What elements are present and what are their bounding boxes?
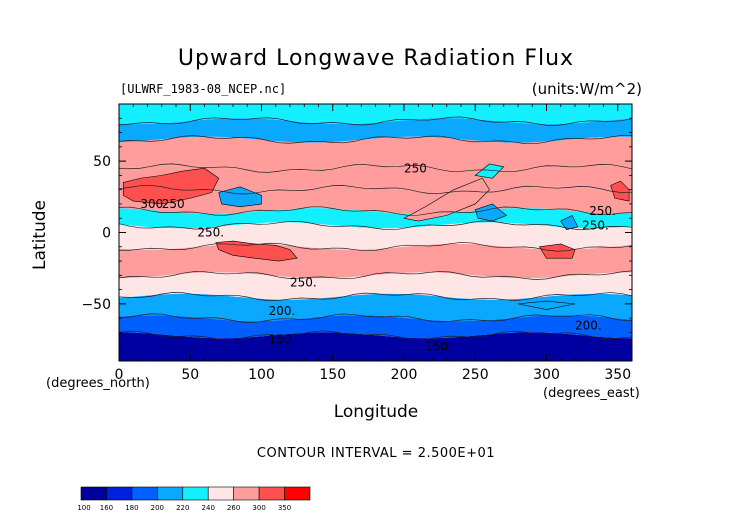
heatmap-band <box>119 136 632 172</box>
colorbar-swatch <box>131 486 158 501</box>
colorbar-tick-label: 260 <box>227 504 240 512</box>
colorbar-swatch <box>106 486 133 501</box>
y-tick-label: 50 <box>93 154 111 170</box>
colorbar-tick-label: 240 <box>202 504 215 512</box>
heatmap-band <box>119 315 632 339</box>
y-tick-label: 0 <box>102 226 111 242</box>
contour-line <box>118 116 633 126</box>
colorbar-tick-label: 180 <box>125 504 138 512</box>
contour-line <box>118 270 633 280</box>
contour-label: 150 <box>269 333 292 347</box>
contour-label: 250 <box>162 197 185 211</box>
x-tick-label: 100 <box>248 367 275 383</box>
file-label: [ULWRF_1983-08_NCEP.nc] <box>120 82 287 96</box>
colorbar-swatch <box>284 486 311 501</box>
contour-line <box>118 135 633 145</box>
contour-label: 250. <box>582 218 609 232</box>
heatmap-region <box>610 180 630 202</box>
contour-label: 250. <box>197 226 224 240</box>
contour-line <box>118 220 633 231</box>
heatmap-region <box>403 177 490 222</box>
heatmap-band <box>119 272 632 300</box>
colorbar-tick-label: 220 <box>176 504 189 512</box>
colorbar-tick-label: 200 <box>151 504 164 512</box>
x-tick-label: 150 <box>319 367 346 383</box>
chart-title: Upward Longwave Radiation Flux <box>177 46 575 71</box>
heatmap-band <box>119 118 632 143</box>
colorbar-swatch <box>157 486 184 501</box>
contour-label: 300 <box>140 197 163 211</box>
contour-interval-label: CONTOUR INTERVAL = 2.500E+01 <box>256 446 496 461</box>
colorbar-tick-label: 100 <box>77 504 90 512</box>
heatmap-region <box>218 186 262 208</box>
heatmap-layer <box>119 104 632 361</box>
contour-label: 200. <box>575 318 602 332</box>
contour-line <box>118 206 633 216</box>
colorbar-tick-label: 160 <box>100 504 113 512</box>
contour-label: 250. <box>290 275 317 289</box>
heatmap-region <box>560 214 579 230</box>
contour-line <box>118 242 633 252</box>
contour-line <box>118 292 633 302</box>
heatmap-band <box>119 293 632 322</box>
x-unit-label: (degrees_east) <box>543 386 640 401</box>
x-tick-label: 50 <box>181 367 199 383</box>
colorbar-swatch <box>80 486 107 501</box>
x-tick-label: 250 <box>462 367 489 383</box>
contour-label: 250. <box>589 204 616 218</box>
y-tick-label: −50 <box>81 297 111 313</box>
y-unit-label: (degrees_north) <box>46 376 150 391</box>
heatmap-band <box>119 165 632 193</box>
colorbar: 100 160 180 200 220 240 260 300 350 <box>77 486 311 512</box>
contour-line <box>118 313 633 323</box>
contour-label: 200. <box>269 304 296 318</box>
contour-line <box>118 330 633 341</box>
colorbar-swatch <box>207 486 234 501</box>
x-tick-label: 300 <box>533 367 560 383</box>
units-label: (units:W/m^2) <box>531 80 642 98</box>
contour-label: 150 <box>425 340 448 354</box>
colorbar-tick-label: 300 <box>252 504 265 512</box>
colorbar-tick-label: 350 <box>278 504 291 512</box>
contour-label: 250 <box>404 161 427 175</box>
x-tick-label: 350 <box>604 367 631 383</box>
heatmap-band <box>119 332 632 361</box>
heatmap-region <box>474 203 508 222</box>
contour-line <box>118 184 633 195</box>
heatmap-region <box>215 240 298 262</box>
x-axis-label: Longitude <box>333 402 419 422</box>
heatmap-region <box>517 300 576 310</box>
colorbar-swatch <box>258 486 285 501</box>
contour-line <box>118 163 633 173</box>
heatmap-region <box>122 167 220 205</box>
x-tick-label: 200 <box>391 367 418 383</box>
x-tick-label: 0 <box>115 367 124 383</box>
colorbar-swatch <box>182 486 209 501</box>
colorbar-swatch <box>233 486 260 501</box>
heatmap-region <box>474 163 505 179</box>
heatmap-band <box>119 104 632 125</box>
